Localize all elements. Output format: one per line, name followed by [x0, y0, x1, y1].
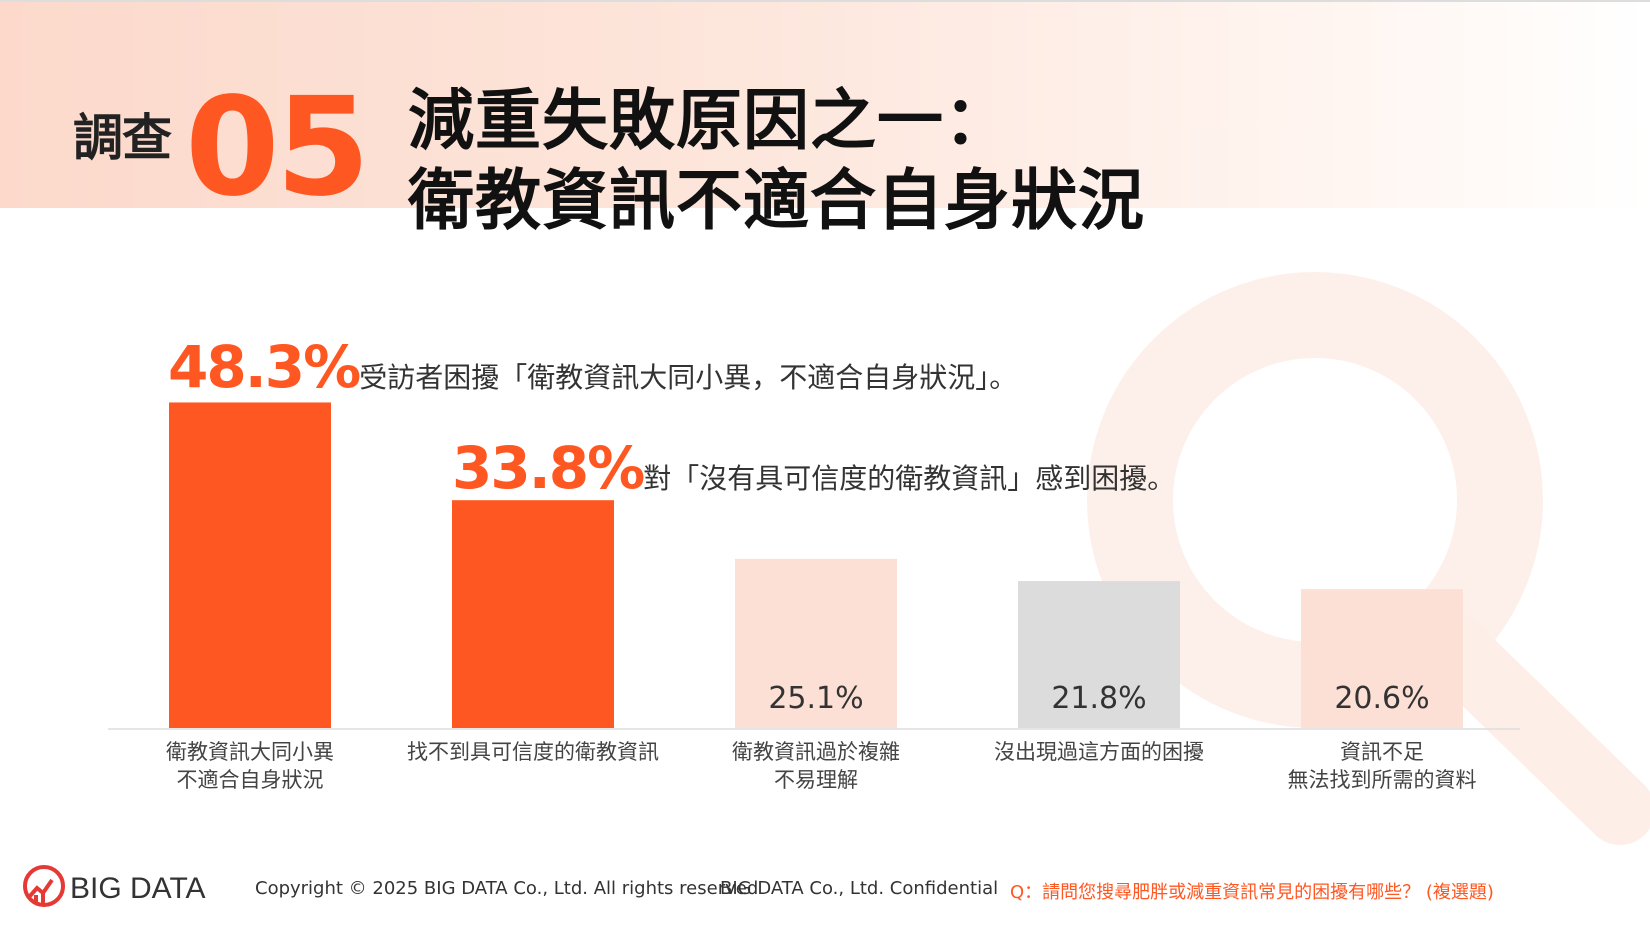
page-title-line-2: 衛教資訊不適合自身狀況	[408, 162, 1145, 239]
page-title-line-1: 減重失敗原因之一：	[408, 82, 1011, 159]
category-label-5-line-2: 無法找到所需的資料	[1288, 768, 1477, 792]
bigdata-logo-icon: BIG DATA	[23, 865, 206, 907]
callout-secondary-text: 對「沒有具可信度的衛教資訊」感到困擾。	[643, 462, 1176, 495]
bar-3	[735, 558, 897, 728]
category-label-2-line-1: 找不到具可信度的衛教資訊	[407, 740, 659, 764]
callout-primary: 48.3%受訪者困擾「衛教資訊大同小異，不適合自身狀況」。	[168, 338, 1017, 396]
category-label-3-line-1: 衛教資訊過於複雜	[732, 740, 900, 764]
survey-number: 05	[185, 69, 370, 227]
category-label-5-line-1: 資訊不足	[1340, 740, 1424, 764]
survey-label: 調查	[73, 109, 172, 167]
confidential-text: BIG DATA Co., Ltd. Confidential	[720, 878, 999, 899]
callout-secondary: 33.8%對「沒有具可信度的衛教資訊」感到困擾。	[452, 439, 1175, 497]
bar-4	[1018, 581, 1180, 728]
top-divider	[0, 0, 1650, 2]
category-label-1-line-1: 衛教資訊大同小異	[166, 740, 334, 764]
bar-1	[169, 402, 331, 728]
bar-value-label-4: 21.8%	[1051, 681, 1146, 716]
category-label-4-line-1: 沒出現過這方面的困擾	[994, 740, 1204, 764]
bar-value-label-5: 20.6%	[1334, 681, 1429, 716]
logo-text: BIG DATA	[70, 872, 206, 905]
bar-2	[452, 500, 614, 728]
bar-5	[1301, 589, 1463, 728]
header-band	[0, 2, 1650, 208]
callout-primary-text: 受訪者困擾「衛教資訊大同小異，不適合自身狀況」。	[359, 361, 1018, 394]
callout-primary-value: 48.3%	[168, 333, 361, 401]
category-label-3-line-2: 不易理解	[774, 768, 858, 792]
category-label-1-line-2: 不適合自身狀況	[177, 768, 324, 792]
bar-value-label-3: 25.1%	[768, 681, 863, 716]
copyright-text: Copyright © 2025 BIG DATA Co., Ltd. All …	[255, 878, 759, 899]
survey-question: Q：請問您搜尋肥胖或減重資訊常見的困擾有哪些？ (複選題)	[1010, 882, 1494, 903]
callout-secondary-value: 33.8%	[452, 434, 645, 502]
